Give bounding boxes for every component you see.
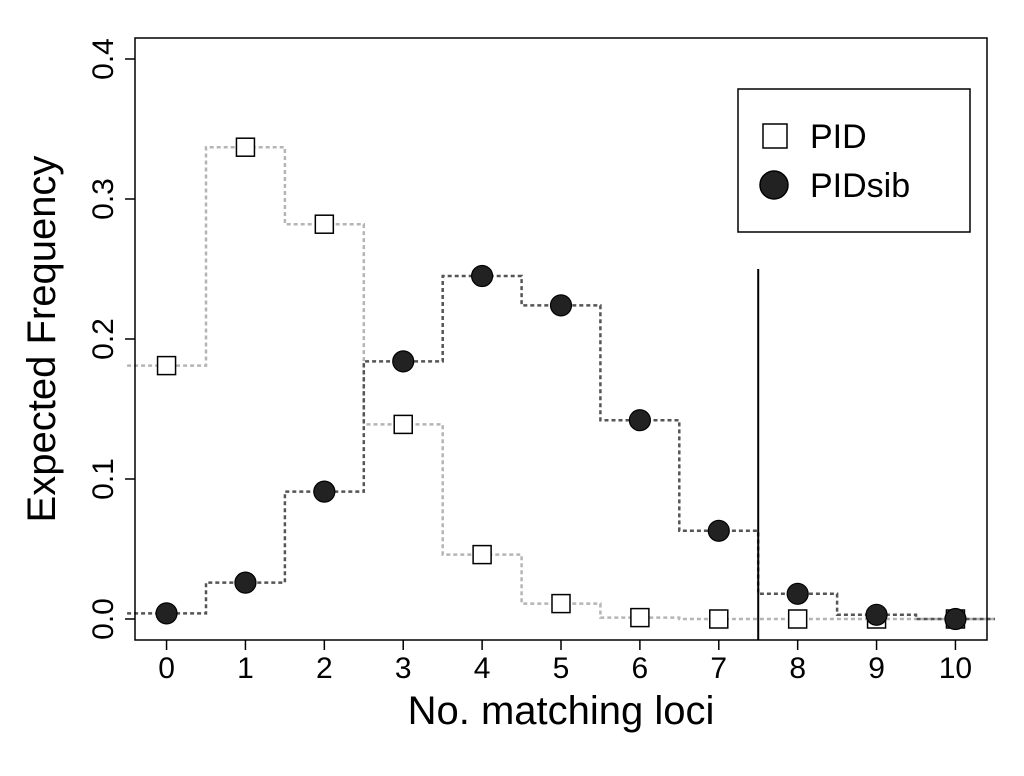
pid-point: [314, 214, 335, 234]
legend-label-pid: PID: [810, 118, 867, 156]
x-tick-label: 4: [474, 652, 491, 685]
pid-point: [787, 609, 808, 629]
x-tick-label: 8: [789, 652, 806, 685]
pid-point: [235, 137, 256, 157]
y-tick-label: 0.2: [87, 318, 120, 360]
y-axis-title: Expected Frequency: [20, 156, 64, 523]
pid-point: [709, 609, 729, 629]
y-tick-label: 0.4: [87, 38, 120, 80]
legend-circle-icon: [759, 170, 789, 200]
pid-point: [551, 593, 571, 614]
x-tick-label: 0: [158, 652, 175, 685]
pidsib-point: [313, 480, 336, 503]
pid-point: [630, 607, 650, 628]
pid-point: [156, 355, 177, 376]
pidsib-point: [707, 519, 730, 542]
pidsib-point: [944, 607, 967, 631]
x-tick-label: 5: [553, 652, 570, 685]
data-markers: [155, 137, 967, 631]
pidsib-point: [392, 350, 415, 373]
pidsib-point: [471, 264, 494, 288]
pidsib-point: [234, 571, 257, 594]
pidsib-point: [786, 582, 809, 605]
pid-point: [472, 544, 492, 565]
x-tick-label: 9: [868, 652, 885, 685]
y-tick-label: 0.3: [87, 178, 120, 220]
legend-box: [737, 88, 971, 233]
step-line-pidsib: [127, 274, 995, 621]
pid-point: [393, 414, 413, 435]
y-tick-label: 0.1: [87, 458, 120, 500]
pidsib-point: [549, 294, 573, 317]
legend-square-icon: [762, 123, 788, 149]
x-tick-label: 7: [710, 652, 727, 685]
x-tick-label: 1: [237, 652, 254, 685]
x-tick-label: 3: [395, 652, 412, 685]
pidsib-point: [628, 409, 651, 432]
legend: PID PIDsib: [737, 88, 971, 233]
x-tick-label: 10: [939, 652, 972, 685]
x-axis-title: No. matching loci: [408, 689, 715, 733]
pidsib-point: [865, 603, 888, 626]
x-axis: 0 1 2 3 4 5 6 7 8 9 10: [158, 640, 972, 685]
x-tick-label: 6: [632, 652, 649, 685]
y-axis: 0.0 0.1 0.2 0.3 0.4: [87, 38, 135, 640]
pidsib-point: [155, 602, 178, 625]
x-tick-label: 2: [316, 652, 333, 685]
legend-label-pidsib: PIDsib: [810, 167, 910, 205]
y-tick-label: 0.0: [87, 598, 120, 640]
